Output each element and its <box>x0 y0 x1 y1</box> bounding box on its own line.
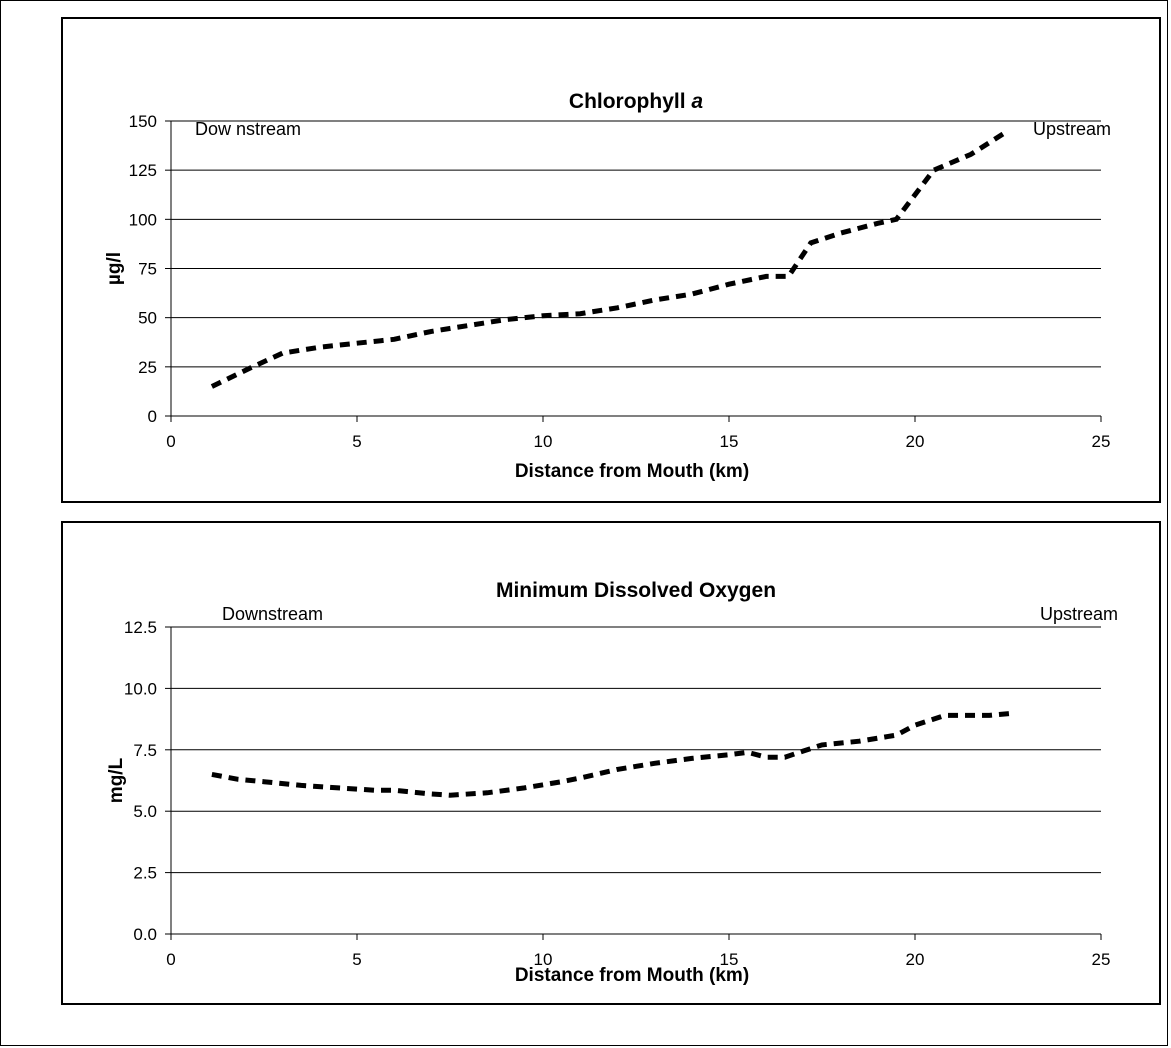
chart-2-xtick-label: 20 <box>906 950 925 969</box>
chart-2-y-axis-title: mg/L <box>106 757 127 803</box>
chart-2-annotation-downstream: Downstream <box>222 604 323 624</box>
chart-2-xtick-label: 15 <box>720 950 739 969</box>
chart-2-ytick-label: 0.0 <box>133 925 157 944</box>
chart-2-ytick-label: 12.5 <box>124 618 157 637</box>
chart-1-y-axis-title: µg/l <box>104 252 125 285</box>
chart-1-xtick-label: 5 <box>352 432 361 451</box>
chart-2: 0.0 2.5 5.0 7.5 10.0 12.5 0 5 10 15 20 25 Minimum Di… <box>61 521 1161 1005</box>
chart-2-title: Minimum Dissolved Oxygen <box>496 579 776 602</box>
chart-1-ytick-label: 125 <box>129 161 157 180</box>
chart-2-series-line <box>211 710 1016 798</box>
chart-2-xtick-label: 10 <box>534 950 553 969</box>
chart-1-xtick-label: 20 <box>906 432 925 451</box>
chart-1-annotation-downstream: Dow nstream <box>195 119 301 139</box>
chart-1-series-line <box>210 128 1010 389</box>
chart-1-ytick-label: 150 <box>129 112 157 131</box>
chart-2-ytick-label: 10.0 <box>124 679 157 698</box>
chart-1-xtick-label: 10 <box>534 432 553 451</box>
chart-1: 0 25 50 75 100 125 150 0 5 10 15 20 25 Chlorophyll a D… <box>61 17 1161 503</box>
chart-1-title-italic: a <box>686 90 704 113</box>
chart-2-xtick-label: 5 <box>352 950 361 969</box>
chart-1-xtick-label: 0 <box>166 432 175 451</box>
chart-1-ytick-label: 0 <box>148 407 157 426</box>
chart-1-x-axis-title: Distance from Mouth (km) <box>515 461 749 482</box>
chart-1-ytick-label: 50 <box>138 309 157 328</box>
chart-2-xtick-label: 25 <box>1092 950 1111 969</box>
chart-1-ytick-label: 75 <box>138 260 157 279</box>
chart-1-xtick-label: 25 <box>1092 432 1111 451</box>
chart-1-xtick-label: 15 <box>720 432 739 451</box>
chart-2-annotation-upstream: Upstream <box>1040 604 1118 624</box>
chart-1-ytick-label: 100 <box>129 210 157 229</box>
chart-2-ytick-label: 2.5 <box>133 864 157 883</box>
chart-2-frame <box>61 521 1161 1005</box>
chart-1-title: Chlorophyll a <box>569 90 704 113</box>
chart-1-annotation-upstream: Upstream <box>1033 119 1111 139</box>
chart-1-ytick-label: 25 <box>138 358 157 377</box>
chart-1-frame <box>61 17 1161 503</box>
chart-2-xtick-label: 0 <box>166 950 175 969</box>
chart-2-ytick-label: 5.0 <box>133 802 157 821</box>
chart-2-x-axis-title: Distance from Mouth (km) <box>515 965 749 986</box>
chart-2-ytick-label: 7.5 <box>133 741 157 760</box>
